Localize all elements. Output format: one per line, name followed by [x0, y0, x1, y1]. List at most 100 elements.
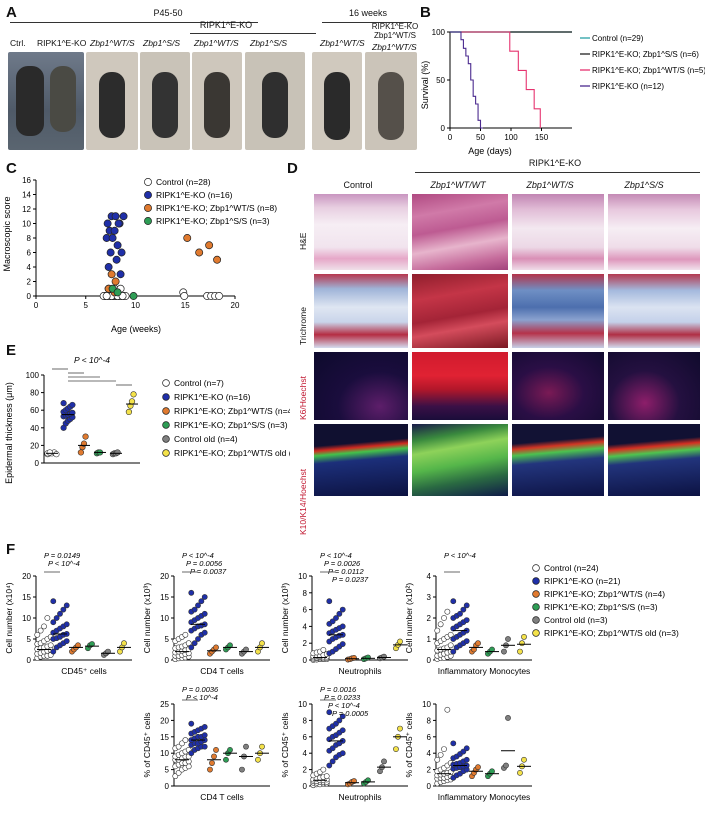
- chart-c-ytick-label: 12: [22, 205, 31, 214]
- k6-tile-wtwt: [412, 352, 508, 420]
- chart-c-legend-swatch: [144, 217, 152, 225]
- mouse-photo-ss-1: [140, 52, 190, 150]
- chart-f1-point: [57, 610, 63, 617]
- mouse-photo-wts-2: [192, 52, 242, 150]
- chart-f4-ytick-label: 0: [427, 656, 432, 665]
- chart-f2-point: [201, 629, 208, 636]
- chart-f1-ytick-label: 0: [27, 656, 32, 665]
- chart-f3-p-label: P < 10^-4: [320, 551, 352, 560]
- panel-letter-b: B: [420, 4, 431, 21]
- chart-f2-point: [185, 640, 192, 647]
- chart-b-xtick-label: 50: [476, 133, 485, 142]
- chart-f3-point: [339, 623, 346, 630]
- trichrome-tile-ss: [608, 274, 700, 348]
- k6-tile-control: [314, 352, 408, 420]
- chart-c-point: [205, 241, 214, 250]
- chart-f4-ytick-label: 4: [427, 572, 432, 581]
- chart-f2-p-label: P = 0.0056: [186, 559, 223, 568]
- group-line-16wk: [322, 22, 412, 23]
- chart-f3-point: [336, 610, 343, 617]
- chart-f3-ytick-label: 6: [303, 606, 308, 615]
- chart-e-legend-label: Control (n=7): [174, 378, 224, 388]
- chart-f3-point: [329, 618, 336, 625]
- he-tile-wtwt: [412, 194, 508, 270]
- chart-f5-ytick-label: 25: [160, 700, 169, 709]
- chart-c-point: [111, 277, 120, 286]
- chart-f2-ytick-label: 0: [165, 656, 170, 665]
- chart-f-legend-label: RIPK1^E-KO; Zbp1^WT/S (n=4): [544, 589, 665, 599]
- chart-e-legend-label: RIPK1^E-KO; Zbp1^WT/S old (n=4): [174, 448, 290, 458]
- panel-letter-d: D: [287, 160, 298, 177]
- chart-c-point: [107, 270, 116, 279]
- group-line-p45: [10, 22, 258, 23]
- chart-f6-point: [339, 713, 346, 720]
- photo-label-ss-1: Zbp1^S/S: [143, 38, 181, 48]
- chart-f3-point: [320, 647, 327, 653]
- chart-f-legend-swatch: [532, 629, 540, 637]
- mouse-body-16wk-ripk1-wts: [378, 72, 404, 140]
- chart-f2-ytick-label: 15: [160, 593, 169, 602]
- d-col-wtwt: Zbp1^WT/WT: [430, 180, 486, 190]
- he-tile-wts: [512, 194, 604, 270]
- chart-f3-p-label: P = 0.0026: [324, 559, 361, 568]
- chart-c-ytick-label: 8: [27, 234, 32, 243]
- panel-letter-c: C: [6, 160, 17, 177]
- chart-f-legend-label: RIPK1^E-KO (n=21): [544, 576, 621, 586]
- chart-f2-point: [227, 642, 233, 649]
- chart-f7-ytick-label: 0: [427, 782, 432, 791]
- chart-b-series: [450, 31, 572, 129]
- chart-f7-point: [437, 751, 444, 758]
- k6-tile-wts: [512, 352, 604, 420]
- chart-f5-point: [213, 747, 219, 753]
- chart-c-legend-label: RIPK1^E-KO; Zbp1^WT/S (n=8): [156, 203, 277, 213]
- chart-c-point: [119, 212, 128, 221]
- chart-f5-ytick-label: 5: [165, 766, 170, 775]
- chart-f2-point: [191, 640, 198, 647]
- chart-b-ytick-label: 50: [436, 76, 445, 85]
- chart-f5-point: [201, 743, 208, 750]
- chart-f6-ytick-label: 6: [303, 733, 308, 742]
- chart-f1-point: [50, 598, 57, 605]
- chart-c: 0 2 4 6 8 10 12 14 16 0 5 10 15 20 Control (n=28) RIPK…: [2, 176, 277, 334]
- chart-c-point: [117, 248, 126, 257]
- chart-c-point: [113, 241, 122, 250]
- mouse-photo-ss-2: [245, 52, 305, 150]
- chart-f1-p-label: P = 0.0149: [44, 551, 81, 560]
- chart-f7-point: [463, 756, 470, 763]
- chart-f1-point: [44, 615, 51, 621]
- chart-f-legend-label: RIPK1^E-KO; Zbp1^WT/S old (n=3): [544, 628, 679, 638]
- panel-letter-a: A: [6, 4, 17, 21]
- chart-f-legend: Control (n=24) RIPK1^E-KO (n=21) RIPK1^E-K…: [532, 563, 679, 638]
- chart-f5-ylabel: % of CD45⁺ cells: [142, 713, 152, 778]
- chart-c-point: [103, 219, 112, 228]
- chart-e-point: [82, 433, 89, 440]
- chart-c-point: [104, 263, 113, 271]
- chart-b-series-line: [450, 31, 483, 129]
- chart-c-xtick-label: 0: [34, 301, 39, 310]
- chart-f-legend-swatch: [532, 577, 540, 585]
- chart-f4-point: [463, 617, 470, 623]
- chart-f1-point: [47, 642, 54, 649]
- chart-e-ylabel: Epidermal thickness (μm): [4, 382, 14, 484]
- chart-c-xtick-label: 15: [181, 301, 190, 310]
- chart-b: 0 50 100 0 50 100 150 Control (n=29) RIPK1^E-KO…: [420, 28, 705, 156]
- chart-f3-p-label: P = 0.0112: [328, 567, 364, 576]
- chart-f6-ytick-label: 0: [303, 782, 308, 791]
- d-row-he: H&E: [298, 232, 308, 250]
- k10-tile-ss: [608, 424, 700, 496]
- chart-f6-point: [323, 773, 330, 780]
- chart-f1-point: [41, 623, 47, 630]
- chart-f7-point: [450, 740, 457, 747]
- chart-c-legend-swatch: [144, 178, 152, 186]
- chart-f5-point: [243, 743, 249, 750]
- chart-f4-point: [437, 621, 444, 628]
- chart-f3-point: [339, 641, 346, 647]
- chart-f7-point: [444, 706, 451, 713]
- chart-f1-point: [50, 619, 57, 626]
- chart-c-ytick-label: 4: [27, 263, 32, 272]
- trichrome-tile-wts: [512, 274, 604, 348]
- chart-f4-point: [517, 648, 523, 655]
- chart-c-point: [102, 292, 111, 300]
- chart-f6-point: [339, 727, 346, 734]
- photo-label-wts-3: Zbp1^WT/S: [320, 38, 365, 48]
